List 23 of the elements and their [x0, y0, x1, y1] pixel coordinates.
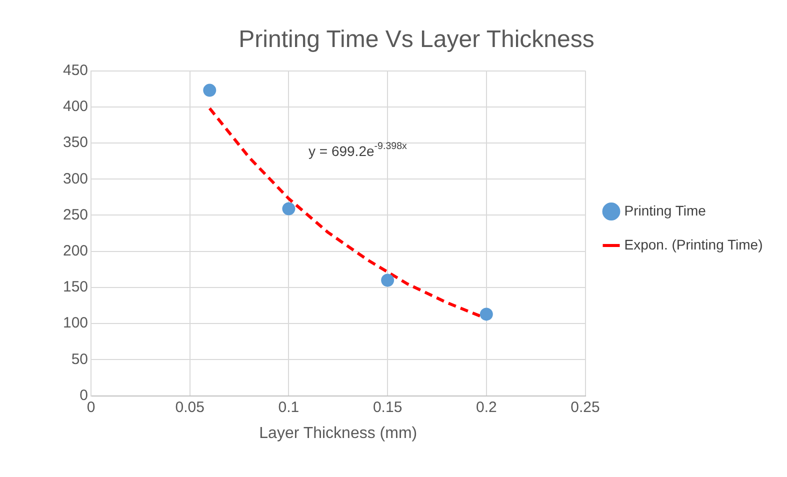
x-tick-label: 0.1 — [278, 398, 300, 416]
chart-title: Printing Time Vs Layer Thickness — [238, 26, 594, 54]
y-tick-label: 100 — [62, 314, 88, 332]
point — [480, 308, 493, 321]
x-axis-title: Layer Thickness (mm) — [259, 424, 418, 442]
point — [381, 274, 394, 287]
y-tick-label: 350 — [62, 134, 88, 152]
y-tick-label: 450 — [62, 62, 88, 79]
legend-label: Printing Time — [624, 202, 706, 218]
legend-label: Expon. (Printing Time) — [624, 236, 763, 252]
y-tick-label: 400 — [62, 98, 88, 116]
point — [203, 84, 216, 97]
x-tick-label: 0.15 — [372, 398, 402, 416]
y-tick-label: 0 — [80, 386, 88, 404]
y-tick-label: 200 — [62, 242, 88, 260]
y-tick-label: 50 — [71, 350, 88, 368]
y-tick-label: 250 — [62, 206, 88, 224]
x-tick-label: 0.2 — [476, 398, 497, 416]
x-tick-label: 0.05 — [175, 398, 204, 416]
x-tick-label: 0.25 — [570, 398, 600, 416]
y-tick-label: 150 — [62, 278, 88, 296]
y-tick-label: 300 — [62, 170, 88, 188]
point — [282, 202, 296, 216]
